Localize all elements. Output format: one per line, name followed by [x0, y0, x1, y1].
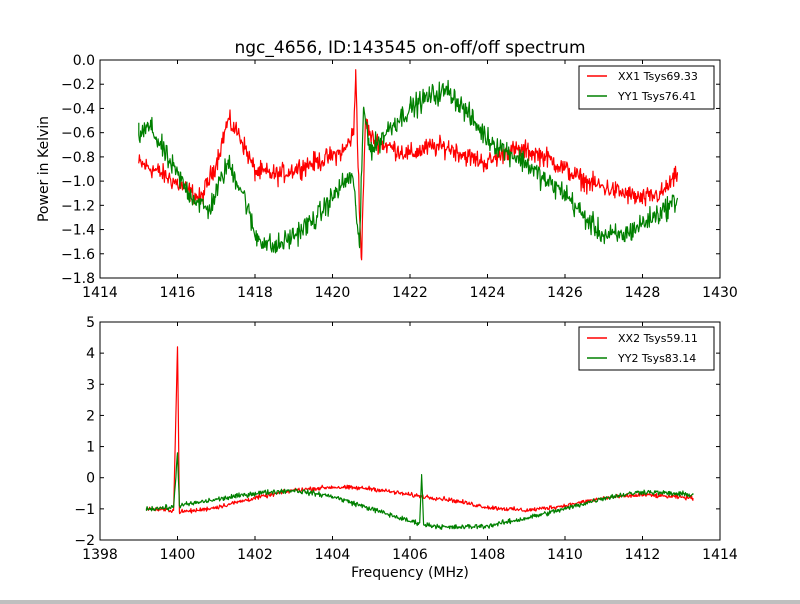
- y-tick-label: 0: [86, 471, 95, 487]
- legend-label-yy1: YY1 Tsys76.41: [617, 90, 696, 103]
- chart-title: ngc_4656, ID:143545 on-off/off spectrum: [234, 38, 585, 58]
- x-tick-label: 1406: [392, 547, 428, 563]
- bottom-panel: Frequency (MHz) 1398 1400 1402 1404 1406 1408…: [74, 315, 738, 581]
- x-tick-label: 1402: [237, 547, 273, 563]
- x-tick-label: 1412: [625, 547, 661, 563]
- x-tick-label: 1404: [315, 547, 351, 563]
- y-tick-label: −2: [74, 533, 95, 549]
- bottom-plot-area: [145, 346, 694, 530]
- legend-label-xx2: XX2 Tsys59.11: [618, 332, 698, 345]
- y-tick-label: 2: [86, 408, 95, 424]
- legend-label-yy2: YY2 Tsys83.14: [617, 352, 696, 365]
- y-tick-label: −1.6: [61, 247, 95, 263]
- x-tick-label: 1428: [625, 285, 661, 301]
- y-tick-label: −1.2: [61, 198, 95, 214]
- series-line-yy1: [138, 79, 678, 254]
- y-axis-label: Power in Kelvin: [36, 116, 52, 222]
- bottom-axis-ticks: 1398 1400 1402 1404 1406 1408 1410 1412 1414 5 4 3 2…: [74, 315, 738, 563]
- x-tick-label: 1410: [547, 547, 583, 563]
- bottom-axes-frame: [99, 321, 721, 541]
- x-tick-label: 1414: [82, 285, 118, 301]
- x-tick-label: 1398: [82, 547, 118, 563]
- top-legend: XX1 Tsys69.33 YY1 Tsys76.41: [578, 65, 715, 110]
- y-tick-label: −0.4: [61, 101, 95, 117]
- y-tick-label: 0.0: [73, 53, 95, 69]
- series-line-xx2: [145, 346, 694, 515]
- top-panel: ngc_4656, ID:143545 on-off/off spectrum …: [36, 38, 738, 301]
- y-tick-label: −0.8: [61, 150, 95, 166]
- bottom-legend: XX2 Tsys59.11 YY2 Tsys83.14: [578, 326, 715, 371]
- series-line-yy2: [145, 452, 694, 530]
- y-tick-label: 5: [86, 315, 95, 331]
- y-tick-label: 1: [86, 440, 95, 456]
- y-tick-label: 3: [86, 377, 95, 393]
- x-tick-label: 1416: [160, 285, 196, 301]
- top-plot-area: [138, 69, 678, 261]
- y-tick-label: −1.4: [61, 223, 95, 239]
- x-tick-label: 1400: [160, 547, 196, 563]
- x-axis-label: Frequency (MHz): [351, 565, 469, 581]
- x-tick-label: 1422: [392, 285, 428, 301]
- y-tick-label: −0.6: [61, 126, 95, 142]
- legend-box: [578, 326, 715, 371]
- legend-box: [578, 65, 715, 110]
- x-tick-label: 1430: [702, 285, 738, 301]
- y-tick-label: −1.0: [61, 174, 95, 190]
- y-tick-label: 4: [86, 346, 95, 362]
- y-tick-label: −1: [74, 502, 95, 518]
- x-tick-label: 1424: [470, 285, 506, 301]
- series-line-xx1: [138, 69, 678, 261]
- x-tick-label: 1408: [470, 547, 506, 563]
- y-tick-label: −0.2: [61, 77, 95, 93]
- x-tick-label: 1420: [315, 285, 351, 301]
- top-axes-frame: [99, 59, 721, 279]
- x-tick-label: 1426: [547, 285, 583, 301]
- x-tick-label: 1418: [237, 285, 273, 301]
- top-axis-ticks: 1414 1416 1418 1420 1422 1424 1426 1428 1430 0.0 −…: [61, 53, 738, 301]
- y-tick-label: −1.8: [61, 271, 95, 287]
- x-tick-label: 1414: [702, 547, 738, 563]
- legend-label-xx1: XX1 Tsys69.33: [618, 70, 698, 83]
